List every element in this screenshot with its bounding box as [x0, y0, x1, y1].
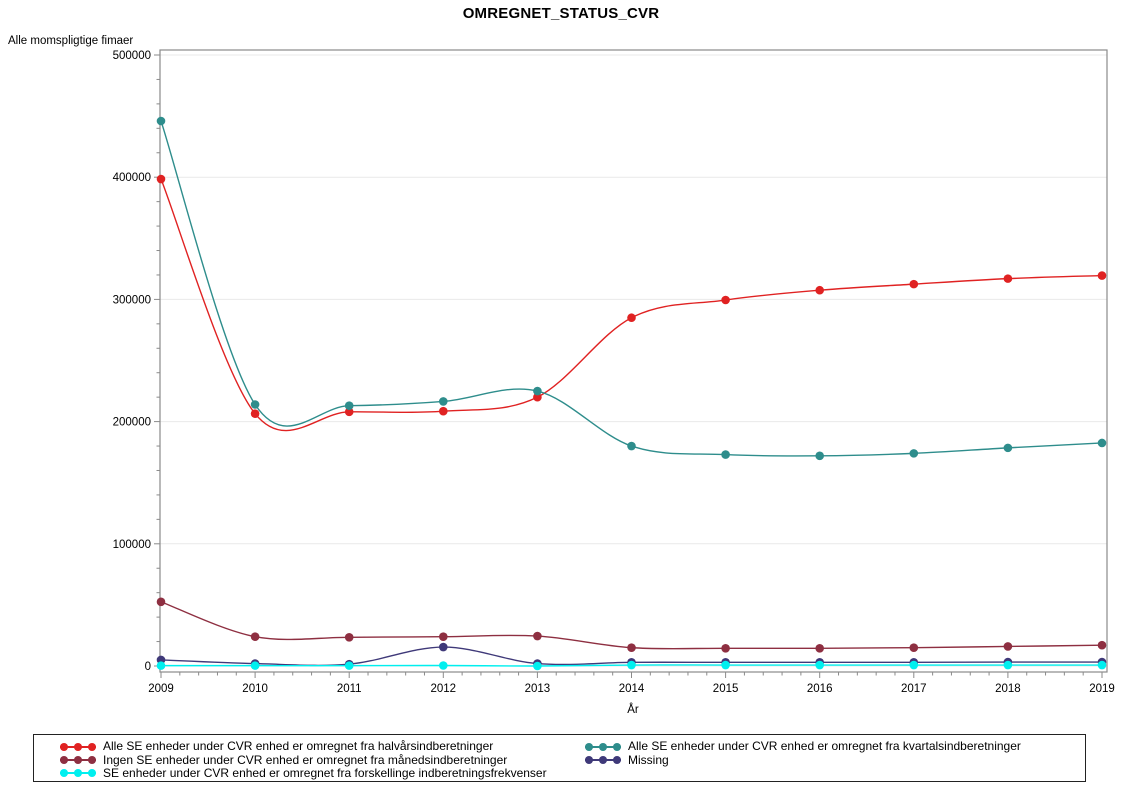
data-point [344, 407, 354, 417]
legend-item: SE enheder under CVR enhed er omregnet f… [59, 765, 547, 780]
x-tick-label: 2009 [148, 683, 174, 695]
data-point [156, 174, 166, 184]
y-tick-label: 300000 [113, 294, 151, 306]
data-point [156, 597, 166, 607]
data-point [909, 660, 919, 670]
x-axis-title: År [627, 704, 639, 716]
x-tick-label: 2015 [713, 683, 739, 695]
data-point [627, 660, 636, 670]
x-tick-label: 2011 [337, 683, 362, 695]
x-axis-ticks: 2009 2010 2011 2012 2013 2014 2015 2016 2017 2018… [148, 672, 1115, 695]
data-point [1097, 640, 1107, 650]
data-point [721, 643, 730, 653]
data-point [1003, 660, 1013, 670]
legend-label: Alle SE enheder under CVR enhed er omreg… [628, 739, 1021, 754]
data-point [344, 661, 354, 670]
data-point [344, 401, 354, 411]
data-point [533, 631, 542, 641]
data-point [815, 643, 824, 653]
data-point [250, 661, 260, 670]
legend-label: Ingen SE enheder under CVR enhed er omre… [103, 752, 508, 767]
legend-marker-icon [60, 769, 96, 778]
x-tick-label: 2012 [431, 683, 457, 695]
data-point [439, 642, 448, 652]
x-tick-label: 2017 [901, 683, 927, 695]
data-point [533, 386, 542, 396]
y-tick-label: 500000 [113, 50, 151, 62]
y-axis-ticks: 0 100000 200000 300000 400000 500000 [113, 50, 160, 673]
data-point [721, 660, 730, 670]
y-tick-label: 200000 [113, 417, 151, 429]
data-point [1097, 271, 1107, 280]
legend: Alle SE enheder under CVR enhed er omreg… [33, 734, 1086, 782]
legend-item: Alle SE enheder under CVR enhed er omreg… [59, 740, 547, 753]
x-tick-label: 2016 [807, 683, 833, 695]
x-tick-label: 2018 [995, 683, 1021, 695]
legend-label: SE enheder under CVR enhed er omregnet f… [103, 765, 547, 780]
y-tick-label: 100000 [113, 539, 151, 551]
data-point [439, 406, 448, 416]
data-point [721, 295, 730, 305]
data-point [1003, 443, 1013, 453]
data-point [439, 661, 448, 670]
x-tick-label: 2010 [242, 683, 268, 695]
data-point [1097, 438, 1107, 448]
data-point [909, 449, 919, 458]
data-point [439, 632, 448, 641]
data-point [156, 661, 166, 670]
gridlines [160, 54, 1107, 667]
data-point [1003, 642, 1013, 651]
legend-item: Ingen SE enheder under CVR enhed er omre… [59, 753, 547, 766]
series-1 [156, 116, 1107, 461]
data-point [250, 409, 260, 418]
data-point [533, 392, 542, 402]
legend-column-0: Alle SE enheder under CVR enhed er omreg… [59, 740, 547, 780]
series-2 [156, 597, 1107, 653]
data-point [815, 285, 824, 295]
y-tick-label: 0 [145, 661, 151, 673]
data-point [1003, 274, 1013, 283]
legend-label: Alle SE enheder under CVR enhed er omreg… [103, 739, 494, 754]
legend-marker-icon [60, 742, 96, 751]
data-point [627, 643, 636, 652]
data-point [1097, 660, 1107, 670]
chart-title: OMREGNET_STATUS_CVR [462, 5, 660, 22]
legend-item: Alle SE enheder under CVR enhed er omreg… [584, 740, 1021, 753]
data-point [250, 632, 260, 641]
data-point [156, 116, 166, 126]
legend-label: Missing [628, 752, 669, 767]
plot-frame [159, 49, 1108, 673]
data-point [439, 397, 448, 406]
legend-marker-icon [60, 756, 96, 765]
data-point [250, 400, 260, 409]
data-point [627, 313, 636, 323]
data-point [909, 279, 919, 289]
legend-item: Missing [584, 753, 1021, 766]
x-tick-label: 2013 [525, 683, 551, 695]
series-line [160, 120, 1103, 457]
legend-marker-icon [585, 756, 621, 765]
data-point [627, 441, 636, 451]
y-axis-title: Alle momspligtige fimaer [8, 35, 134, 47]
x-tick-label: 2014 [619, 683, 645, 695]
data-point [815, 660, 824, 670]
series-line [160, 601, 1103, 650]
series-line [160, 178, 1103, 432]
data-point [815, 451, 824, 461]
data-point [344, 632, 354, 642]
legend-column-1: Alle SE enheder under CVR enhed er omreg… [584, 740, 1021, 767]
series-0 [156, 174, 1107, 432]
data-point [909, 643, 919, 652]
y-tick-label: 400000 [113, 172, 151, 184]
data-point [533, 661, 542, 671]
x-tick-label: 2019 [1089, 683, 1115, 695]
data-point [721, 450, 730, 459]
legend-marker-icon [585, 742, 621, 751]
series-4 [156, 660, 1107, 671]
